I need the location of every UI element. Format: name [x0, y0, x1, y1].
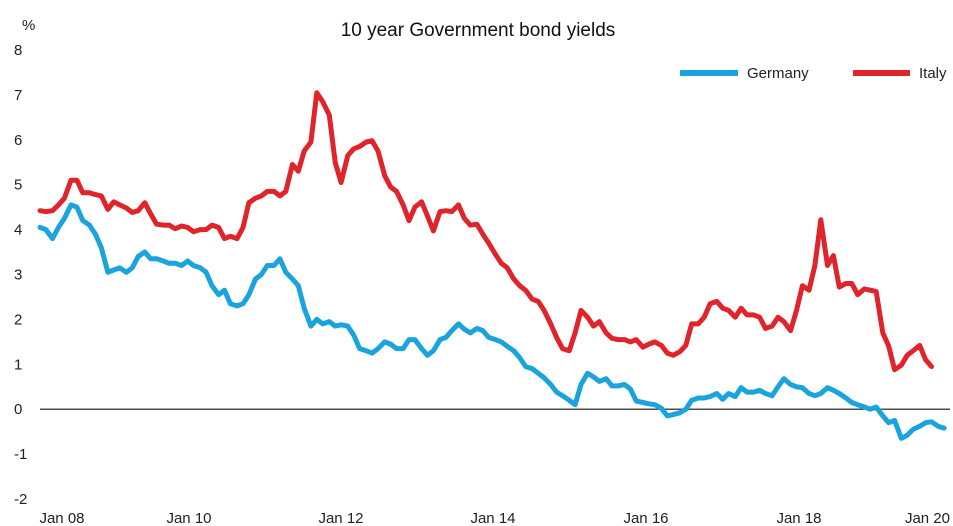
- series-layer: [37, 90, 947, 441]
- series-line-germany: [37, 202, 947, 441]
- legend-label-italy: Italy: [919, 65, 947, 82]
- x-tick-label: Jan 12: [318, 510, 363, 526]
- y-tick-label: 4: [14, 222, 22, 239]
- legend-label-germany: Germany: [747, 65, 809, 82]
- x-tick-label: Jan 14: [470, 510, 515, 526]
- legend: Germany Italy: [680, 65, 947, 82]
- y-tick-label: 1: [14, 356, 22, 373]
- y-tick-label: 3: [14, 267, 22, 284]
- x-tick-label: Jan 10: [166, 510, 211, 526]
- x-tick-label: Jan 16: [623, 510, 668, 526]
- y-tick-label: 7: [14, 87, 22, 104]
- y-tick-label: 5: [14, 177, 22, 194]
- series-line-italy: [37, 90, 934, 373]
- x-tick-label: Jan 08: [39, 510, 84, 526]
- y-axis-ticks: 8 7 6 5 4 3 2 1 0 -1 -2: [14, 42, 27, 508]
- y-tick-label: 6: [14, 132, 22, 149]
- x-tick-label: Jan 20: [905, 510, 950, 526]
- y-axis-unit-label: %: [22, 17, 35, 34]
- x-axis-ticks: Jan 08 Jan 10 Jan 12 Jan 14 Jan 16 Jan 18 Jan …: [39, 510, 950, 526]
- y-tick-label: -2: [14, 491, 27, 508]
- chart-title: 10 year Government bond yields: [341, 20, 616, 41]
- y-tick-label: 2: [14, 311, 22, 328]
- y-tick-label: -1: [14, 446, 27, 463]
- x-tick-label: Jan 18: [776, 510, 821, 526]
- y-tick-label: 0: [14, 401, 22, 418]
- y-tick-label: 8: [14, 42, 22, 59]
